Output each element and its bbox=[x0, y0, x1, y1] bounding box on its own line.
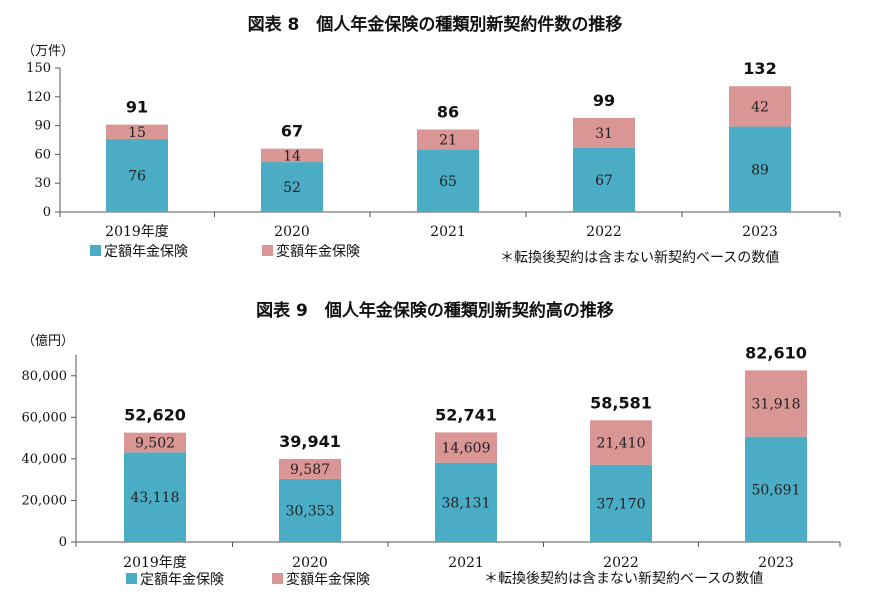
chart1-bar-variable-label: 42 bbox=[751, 99, 769, 115]
chart1-bar-fixed-label: 52 bbox=[283, 180, 301, 196]
chart1-bar-variable bbox=[729, 86, 791, 127]
chart1-bar-fixed bbox=[573, 147, 635, 212]
chart2-title: 図表 9 個人年金保険の種類別新契約高の推移 bbox=[256, 300, 614, 321]
chart2-bar-variable bbox=[279, 459, 341, 479]
chart2-category-label: 2022 bbox=[603, 555, 639, 571]
chart2-bar-fixed bbox=[279, 478, 341, 542]
chart2-legend-variable-swatch bbox=[272, 573, 283, 584]
chart1-bar-variable-label: 21 bbox=[439, 133, 457, 149]
chart1-bar-total-label: 91 bbox=[126, 98, 148, 117]
chart1-category-label: 2023 bbox=[742, 224, 778, 240]
chart1-y-tick-label: 150 bbox=[26, 61, 51, 76]
chart1-legend-variable-swatch bbox=[262, 245, 273, 256]
chart1-bar-total-label: 86 bbox=[437, 102, 459, 121]
chart2-legend-fixed-label: 定額年金保険 bbox=[140, 572, 224, 588]
chart2-bar-total-label: 58,581 bbox=[590, 393, 652, 412]
chart2-bar-variable bbox=[590, 420, 652, 465]
chart2-bars: 43,118 9,502 52,620 2019年度 30,353 9,587 39,941… bbox=[123, 343, 807, 571]
chart2-category-label: 2019年度 bbox=[123, 555, 187, 571]
chart1-bar-variable-label: 14 bbox=[283, 148, 301, 164]
chart1-y-tick-label: 60 bbox=[34, 147, 51, 162]
chart2-y-tick-label: 0 bbox=[59, 535, 67, 550]
chart2-legend-variable-label: 変額年金保険 bbox=[286, 571, 370, 588]
chart2-bar-fixed bbox=[435, 462, 497, 542]
chart1-bar-fixed bbox=[729, 126, 791, 212]
chart1-y-tick-label: 90 bbox=[34, 119, 51, 134]
chart2-bar-fixed-label: 30,353 bbox=[286, 503, 335, 519]
chart1-bar-variable-label: 31 bbox=[595, 126, 613, 142]
chart2-bar-variable-label: 9,502 bbox=[135, 436, 175, 452]
chart1-bar-variable bbox=[417, 129, 479, 150]
chart1-bar-fixed bbox=[106, 139, 168, 212]
chart2-y-tick-label: 60,000 bbox=[22, 410, 68, 425]
chart2-bar-variable bbox=[124, 432, 186, 453]
chart1-y-tick-label: 0 bbox=[43, 205, 51, 220]
chart2-bar-variable-label: 9,587 bbox=[290, 462, 330, 478]
chart2-bar-total-label: 82,610 bbox=[745, 343, 807, 362]
chart2-bar-variable-label: 31,918 bbox=[752, 397, 801, 413]
chart2-category-label: 2023 bbox=[758, 555, 794, 571]
chart2-category-label: 2021 bbox=[448, 555, 484, 571]
chart1-unit-label: （万件） bbox=[22, 44, 74, 59]
chart2-bar-total-label: 52,620 bbox=[124, 406, 186, 425]
chart1-legend-fixed-label: 定額年金保険 bbox=[104, 244, 188, 260]
chart2-y-tick-label: 40,000 bbox=[22, 452, 68, 467]
chart1-bar-fixed bbox=[261, 162, 323, 212]
chart2-bar-fixed bbox=[745, 436, 807, 542]
chart1-bars: 76 15 91 2019年度 52 14 67 2020 65 21 86 2021 67 31 99 20… bbox=[105, 59, 791, 240]
chart2-bar-total-label: 39,941 bbox=[279, 432, 341, 451]
chart1-note: ＊転換後契約は含まない新契約ベースの数値 bbox=[500, 250, 779, 266]
chart1-title: 図表 8 個人年金保険の種類別新契約件数の推移 bbox=[248, 14, 623, 35]
chart2-bar-variable-label: 21,410 bbox=[597, 436, 646, 452]
chart1-category-label: 2020 bbox=[274, 224, 310, 240]
chart2-bar-fixed bbox=[124, 452, 186, 542]
chart1-category-label: 2019年度 bbox=[105, 224, 169, 240]
chart1-axes: 0 30 60 90 120 150 bbox=[26, 61, 841, 220]
chart1-bar-total-label: 132 bbox=[743, 59, 776, 78]
chart1-bar-variable bbox=[106, 124, 168, 140]
chart2-bar-variable bbox=[435, 432, 497, 463]
chart2-unit-label: （億円） bbox=[22, 333, 74, 349]
chart2-bar-fixed bbox=[590, 464, 652, 542]
chart1-y-tick-label: 30 bbox=[34, 176, 51, 191]
chart1-legend-variable-label: 変額年金保険 bbox=[276, 243, 360, 260]
chart2-bar-total-label: 52,741 bbox=[435, 405, 497, 424]
chart1-bar-total-label: 99 bbox=[593, 91, 615, 110]
chart2-legend-fixed-swatch bbox=[126, 573, 137, 584]
chart1-bar-variable-label: 15 bbox=[128, 125, 146, 141]
chart2-y-tick-label: 80,000 bbox=[22, 369, 68, 384]
chart2-note: ＊転換後契約は含まない新契約ベースの数値 bbox=[484, 571, 763, 587]
chart2-bar-variable bbox=[745, 370, 807, 437]
chart1-legend-fixed-swatch bbox=[90, 245, 101, 256]
chart1-y-tick-label: 120 bbox=[26, 90, 51, 105]
chart1-bar-fixed-label: 89 bbox=[751, 162, 769, 178]
chart2-bar-fixed-label: 37,170 bbox=[597, 496, 646, 512]
chart2-bar-variable-label: 14,609 bbox=[442, 441, 491, 457]
chart1-category-label: 2022 bbox=[586, 224, 622, 240]
chart2-y-tick-label: 20,000 bbox=[22, 493, 68, 508]
chart1-bar-fixed bbox=[417, 149, 479, 212]
chart1-bar-variable bbox=[573, 117, 635, 148]
chart2-axes: 0 20,000 40,000 60,000 80,000 bbox=[22, 355, 841, 550]
chart1-bar-fixed-label: 76 bbox=[128, 169, 146, 185]
chart2-bar-fixed-label: 38,131 bbox=[442, 495, 491, 511]
chart1-bar-fixed-label: 67 bbox=[595, 173, 613, 189]
chart1-bar-fixed-label: 65 bbox=[439, 174, 457, 190]
chart2-category-label: 2020 bbox=[292, 555, 328, 571]
chart1-bar-total-label: 67 bbox=[281, 122, 303, 141]
chart1-category-label: 2021 bbox=[430, 224, 466, 240]
chart1-bar-variable bbox=[261, 148, 323, 163]
chart2-bar-fixed-label: 50,691 bbox=[752, 482, 801, 498]
chart2-bar-fixed-label: 43,118 bbox=[131, 490, 180, 506]
